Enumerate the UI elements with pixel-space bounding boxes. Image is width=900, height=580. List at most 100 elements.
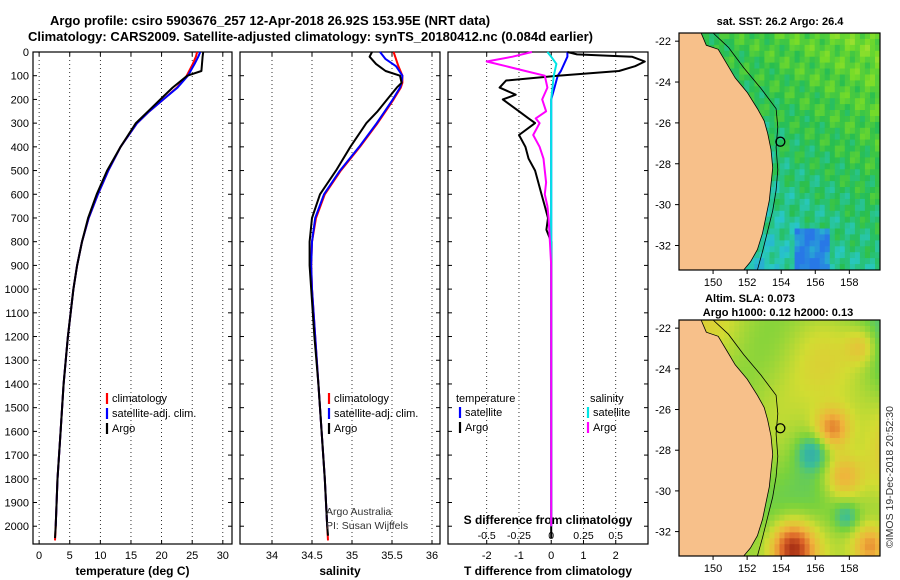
map-cell — [859, 169, 866, 176]
map-cell — [834, 544, 841, 551]
map-cell — [854, 157, 861, 164]
map-cell — [759, 258, 765, 265]
map-cell — [779, 157, 786, 164]
map-cell — [849, 68, 856, 75]
map-cell — [779, 56, 786, 64]
map-cell — [764, 544, 770, 551]
map-cell — [814, 502, 821, 510]
map-cell — [769, 44, 776, 52]
map-cell — [819, 68, 826, 75]
map-cell — [764, 355, 770, 362]
map-cell — [859, 98, 866, 105]
map-cell — [849, 33, 856, 40]
map-cell — [814, 151, 821, 158]
map-cell — [875, 438, 880, 445]
map-cell — [714, 331, 720, 339]
map-cell — [809, 550, 816, 556]
map-cell — [804, 502, 811, 510]
map-cell — [784, 432, 791, 439]
map-cell — [859, 252, 866, 259]
map-cell — [819, 157, 826, 164]
map-cell — [854, 455, 861, 463]
map-cell — [784, 514, 791, 522]
map-cell — [844, 438, 851, 445]
map-cell — [814, 104, 821, 111]
map-cell — [864, 210, 871, 218]
map-cell — [859, 204, 866, 212]
map-cell — [804, 479, 811, 486]
map-cell — [784, 110, 791, 117]
map-cell — [824, 210, 831, 218]
map-cell — [824, 502, 831, 510]
map-cell — [870, 414, 876, 421]
map-cell — [829, 438, 836, 445]
map-cell — [844, 204, 851, 212]
map-cell — [859, 80, 866, 87]
map-cell — [794, 384, 801, 392]
map-cell — [769, 193, 776, 200]
map-cell — [819, 479, 826, 486]
map-cell — [849, 116, 856, 123]
map-cell — [870, 420, 876, 427]
map-cell — [789, 367, 796, 374]
map-cell — [864, 402, 871, 410]
map-cell — [784, 526, 791, 533]
map-cell — [799, 62, 806, 70]
map-cell — [834, 145, 841, 153]
map-cell — [804, 449, 811, 457]
map-cell — [814, 68, 821, 75]
map-cell — [814, 80, 821, 87]
map-cell — [744, 56, 750, 64]
map-cell — [864, 320, 871, 327]
map-cell — [784, 252, 791, 259]
map-cell — [839, 68, 846, 75]
map-cell — [844, 426, 851, 433]
map-cell — [875, 222, 880, 230]
map-cell — [804, 198, 811, 206]
map-cell — [769, 532, 776, 539]
map-cell — [779, 127, 786, 135]
map-cell — [799, 145, 806, 153]
map-cell — [834, 455, 841, 463]
map-cell — [754, 68, 760, 75]
map-cell — [764, 384, 770, 392]
map-cell — [714, 44, 720, 52]
x-tick-label: 1 — [580, 550, 586, 562]
map-cell — [764, 121, 770, 129]
map-cell — [844, 390, 851, 398]
map-cell — [769, 258, 776, 265]
map-cell — [854, 532, 861, 539]
lon-tick-label: 154 — [772, 563, 790, 575]
map-cell — [814, 550, 821, 556]
map-cell — [739, 361, 745, 368]
map-cell — [759, 104, 765, 111]
map-cell — [719, 325, 725, 333]
map-cell — [769, 74, 776, 81]
map-cell — [774, 396, 781, 404]
map-cell — [829, 86, 836, 93]
depth-tick-label: 1700 — [5, 450, 29, 462]
map-cell — [789, 187, 796, 194]
map-cell — [759, 337, 765, 345]
legend-climatology-label: climatology — [112, 393, 168, 405]
map-cell — [799, 479, 806, 486]
map-cell — [799, 414, 806, 421]
map-cell — [834, 426, 841, 433]
map-cell — [839, 204, 846, 212]
map-cell — [769, 198, 776, 206]
map-cell — [804, 234, 811, 241]
map-cell — [789, 68, 796, 75]
map-cell — [764, 246, 770, 253]
map-cell — [824, 473, 831, 480]
lat-tick-label: -26 — [655, 118, 671, 130]
map-cell — [844, 538, 851, 545]
map-cell — [744, 86, 750, 93]
map-cell — [789, 408, 796, 415]
difference-panel: -2 -1 0 1 2T difference from climatology-0.5… — [447, 51, 649, 578]
s-axis-label: S difference from climatology — [464, 513, 633, 527]
map-cell — [819, 426, 826, 433]
map-cell — [870, 74, 876, 81]
map-cell — [864, 420, 871, 427]
map-cell — [799, 325, 806, 333]
map-cell — [799, 80, 806, 87]
